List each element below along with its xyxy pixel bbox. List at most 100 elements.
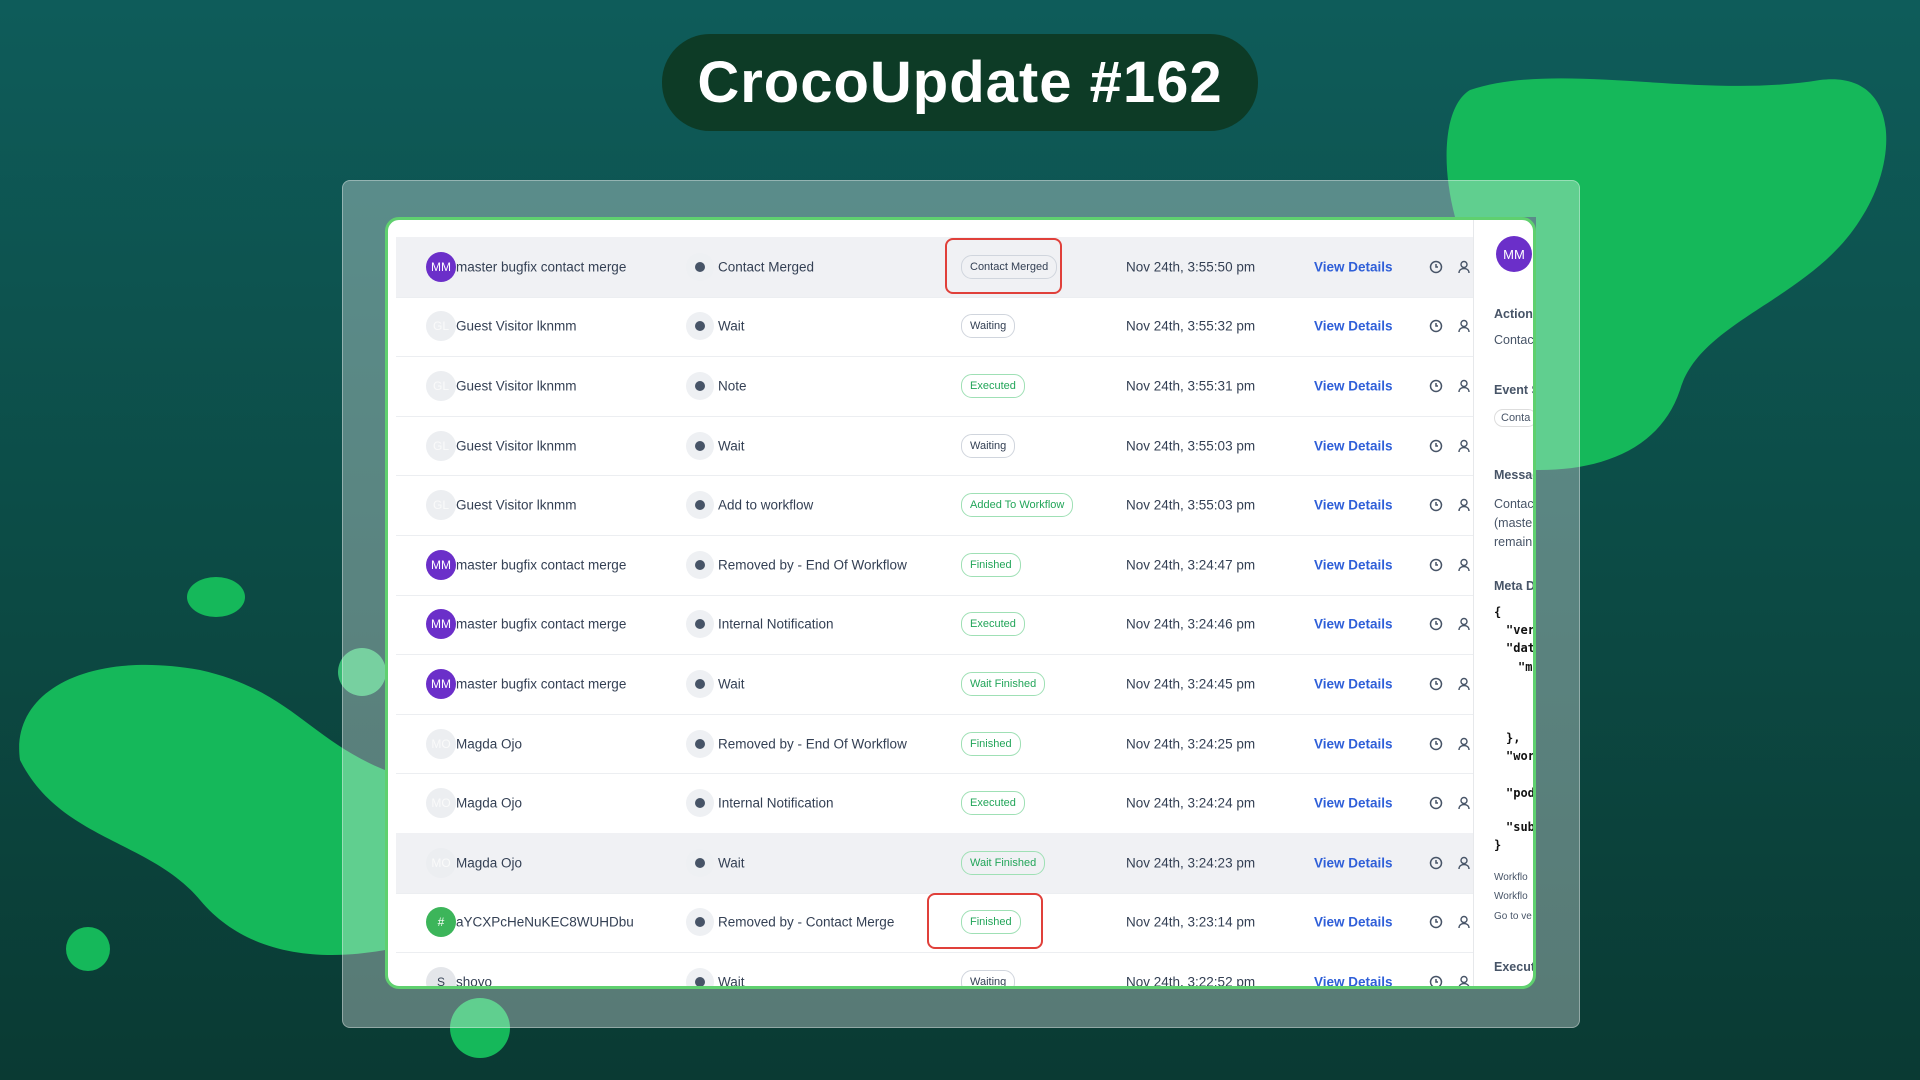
status-pill: Finished bbox=[961, 731, 1021, 756]
timestamp: Nov 24th, 3:24:46 pm bbox=[1126, 616, 1256, 632]
code-line: "m bbox=[1518, 660, 1533, 674]
user-icon[interactable] bbox=[1456, 855, 1472, 871]
table-row: MM master bugfix contact merge Internal No… bbox=[396, 595, 1474, 656]
code-line: "dat bbox=[1506, 641, 1535, 655]
text: (maste bbox=[1494, 516, 1533, 530]
user-icon[interactable] bbox=[1456, 497, 1472, 513]
label: Execut bbox=[1494, 960, 1535, 974]
history-icon[interactable] bbox=[1428, 438, 1444, 454]
history-icon[interactable] bbox=[1428, 318, 1444, 334]
history-icon[interactable] bbox=[1428, 795, 1444, 811]
timestamp: Nov 24th, 3:24:47 pm bbox=[1126, 557, 1256, 573]
view-details-link[interactable]: View Details bbox=[1314, 974, 1393, 989]
user-icon[interactable] bbox=[1456, 438, 1472, 454]
user-icon[interactable] bbox=[1456, 557, 1472, 573]
history-icon[interactable] bbox=[1428, 259, 1444, 275]
avatar: # bbox=[426, 907, 456, 938]
avatar: GL bbox=[426, 490, 456, 521]
history-icon[interactable] bbox=[1428, 497, 1444, 513]
view-details-link[interactable]: View Details bbox=[1314, 914, 1393, 930]
contact-name: shoyo bbox=[456, 974, 493, 989]
action: Internal Notification bbox=[718, 795, 834, 811]
contact-name: aYCXPcHeNuKEC8WUHDbu bbox=[456, 914, 634, 930]
view-details-link[interactable]: View Details bbox=[1314, 438, 1393, 454]
view-details-link[interactable]: View Details bbox=[1314, 795, 1393, 811]
timestamp: Nov 24th, 3:24:25 pm bbox=[1126, 736, 1256, 752]
history-icon[interactable] bbox=[1428, 616, 1444, 632]
status-pill: Executed bbox=[961, 373, 1025, 398]
avatar: MM bbox=[1496, 236, 1532, 272]
action: Removed by - End Of Workflow bbox=[718, 557, 907, 573]
view-details-link[interactable]: View Details bbox=[1314, 318, 1393, 334]
code-line: "sub bbox=[1506, 820, 1535, 834]
timestamp: Nov 24th, 3:22:52 pm bbox=[1126, 974, 1256, 989]
contact-name: Magda Ojo bbox=[456, 795, 523, 811]
user-icon[interactable] bbox=[1456, 914, 1472, 930]
user-icon[interactable] bbox=[1456, 974, 1472, 986]
status-pill: Wait Finished bbox=[961, 850, 1046, 875]
history-icon[interactable] bbox=[1428, 974, 1444, 986]
action: Wait bbox=[718, 318, 745, 334]
user-icon[interactable] bbox=[1456, 259, 1472, 275]
user-icon[interactable] bbox=[1456, 795, 1472, 811]
action-icon bbox=[686, 669, 714, 698]
view-details-link[interactable]: View Details bbox=[1314, 497, 1393, 513]
avatar: MM bbox=[426, 549, 456, 580]
action: Note bbox=[718, 378, 747, 394]
user-icon[interactable] bbox=[1456, 676, 1472, 692]
table-row: GL Guest Visitor lknmm Wait Waiting Nov 24th… bbox=[396, 416, 1474, 477]
history-icon[interactable] bbox=[1428, 914, 1444, 930]
view-details-link[interactable]: View Details bbox=[1314, 616, 1393, 632]
action-icon bbox=[686, 789, 714, 818]
table-row: # aYCXPcHeNuKEC8WUHDbu Removed by - Contac… bbox=[396, 893, 1474, 954]
action: Wait bbox=[718, 438, 745, 454]
table-row: MO Magda Ojo Wait Wait Finished Nov 24th, 3:… bbox=[396, 833, 1474, 894]
view-details-link[interactable]: View Details bbox=[1314, 378, 1393, 394]
action: Removed by - End Of Workflow bbox=[718, 736, 907, 752]
highlight bbox=[927, 893, 1043, 949]
text: Workflo bbox=[1494, 872, 1528, 883]
avatar: GL bbox=[426, 430, 456, 461]
user-icon[interactable] bbox=[1456, 736, 1472, 752]
table-row: MM master bugfix contact merge Contact Mer… bbox=[396, 237, 1474, 298]
view-details-link[interactable]: View Details bbox=[1314, 557, 1393, 573]
history-icon[interactable] bbox=[1428, 557, 1444, 573]
avatar: GL bbox=[426, 311, 456, 342]
action-icon bbox=[686, 491, 714, 520]
status-pill: Contact Merged bbox=[961, 254, 1058, 279]
label: Messag bbox=[1494, 468, 1536, 482]
label: Action bbox=[1494, 307, 1533, 321]
view-details-link[interactable]: View Details bbox=[1314, 855, 1393, 871]
action: Wait bbox=[718, 974, 745, 989]
highlight bbox=[945, 238, 1062, 294]
contact-name: Magda Ojo bbox=[456, 736, 523, 752]
user-icon[interactable] bbox=[1456, 378, 1472, 394]
view-details-link[interactable]: View Details bbox=[1314, 736, 1393, 752]
status-pill: Added To Workflow bbox=[961, 493, 1074, 518]
label: Meta D bbox=[1494, 579, 1535, 593]
history-icon[interactable] bbox=[1428, 736, 1444, 752]
user-icon[interactable] bbox=[1456, 616, 1472, 632]
title: CrocoUpdate #162 bbox=[662, 34, 1258, 131]
code-line: }, bbox=[1506, 731, 1521, 745]
status-pill: Waiting bbox=[961, 314, 1016, 339]
contact-name: Magda Ojo bbox=[456, 855, 523, 871]
history-icon[interactable] bbox=[1428, 855, 1444, 871]
history-icon[interactable] bbox=[1428, 676, 1444, 692]
action-icon bbox=[686, 610, 714, 639]
status-pill: Executed bbox=[961, 791, 1025, 816]
code-line: { bbox=[1494, 605, 1502, 619]
view-details-link[interactable]: View Details bbox=[1314, 676, 1393, 692]
text: Workflo bbox=[1494, 891, 1528, 902]
action-icon bbox=[686, 967, 714, 986]
action-icon bbox=[686, 908, 714, 937]
history-icon[interactable] bbox=[1428, 378, 1444, 394]
timestamp: Nov 24th, 3:55:03 pm bbox=[1126, 438, 1256, 454]
action: Wait bbox=[718, 855, 745, 871]
action: Contact Merged bbox=[718, 259, 815, 275]
pill: Conta bbox=[1494, 409, 1533, 427]
view-details-link[interactable]: View Details bbox=[1314, 259, 1393, 275]
user-icon[interactable] bbox=[1456, 318, 1472, 334]
